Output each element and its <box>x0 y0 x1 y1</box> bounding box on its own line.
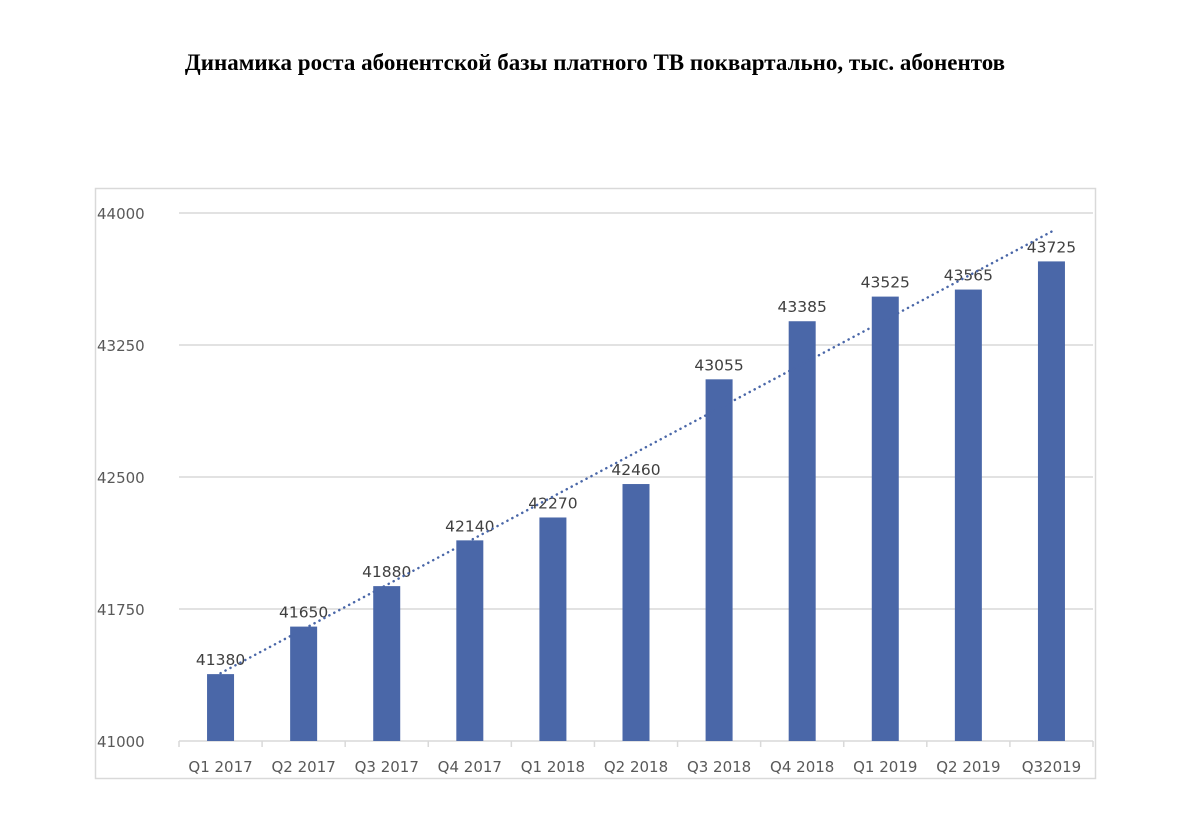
x-tick-label: Q2 2018 <box>604 758 668 776</box>
data-label: 43525 <box>861 274 910 292</box>
bar <box>1037 261 1065 741</box>
data-label: 41650 <box>279 604 328 622</box>
y-tick-label: 42500 <box>97 469 145 487</box>
bar <box>290 626 318 741</box>
y-tick-label: 41750 <box>97 601 145 619</box>
bar <box>539 517 567 741</box>
data-label: 41880 <box>362 563 411 581</box>
bar <box>871 296 899 741</box>
bar <box>207 674 235 741</box>
data-label: 42460 <box>611 461 660 479</box>
x-tick-label: Q1 2019 <box>853 758 917 776</box>
data-label: 43055 <box>694 356 743 374</box>
bar <box>373 586 401 741</box>
x-tick-label: Q32019 <box>1022 758 1082 776</box>
bar <box>622 484 650 741</box>
x-tick-label: Q2 2019 <box>936 758 1000 776</box>
bar <box>705 379 733 741</box>
data-label: 42140 <box>445 517 494 535</box>
data-label: 43385 <box>778 298 827 316</box>
y-tick-label: 41000 <box>97 733 145 751</box>
x-tick-label: Q4 2017 <box>438 758 502 776</box>
data-label: 42270 <box>528 494 577 512</box>
x-tick-label: Q3 2017 <box>355 758 419 776</box>
x-tick-label: Q1 2017 <box>188 758 252 776</box>
data-label: 43565 <box>944 267 993 285</box>
chart-title: Динамика роста абонентской базы платного… <box>184 50 1006 75</box>
data-label: 41380 <box>196 651 245 669</box>
bar <box>456 540 484 741</box>
x-tick-label: Q1 2018 <box>521 758 585 776</box>
chart-border <box>94 187 1097 780</box>
bar <box>788 321 816 741</box>
x-tick-label: Q2 2017 <box>271 758 335 776</box>
bar <box>954 289 982 741</box>
data-label: 43725 <box>1027 238 1076 256</box>
y-tick-label: 44000 <box>97 205 145 223</box>
trendline <box>219 230 1053 675</box>
x-tick-label: Q4 2018 <box>770 758 834 776</box>
y-tick-label: 43250 <box>97 337 145 355</box>
x-tick-label: Q3 2018 <box>687 758 751 776</box>
